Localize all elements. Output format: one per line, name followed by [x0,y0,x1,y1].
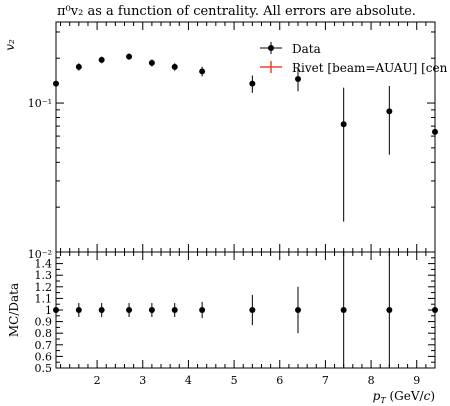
ratio-tick-label: 1.2 [35,281,53,294]
legend-data-marker [268,45,274,51]
ratio-point [171,307,178,313]
main-plot-frame [55,21,436,253]
ratio-point [295,307,302,313]
ratio-point [148,307,155,313]
data-point [75,63,82,70]
ratio-tick-label: 0.5 [35,362,53,375]
x-tick-label: 5 [231,374,238,387]
ratio-point [340,307,347,313]
data-point [340,121,347,128]
ratio-points [53,252,438,368]
ratio-point [249,307,256,313]
data-point [126,53,133,60]
x-tick-label: 2 [94,374,101,387]
data-point [199,68,206,75]
data-point [148,59,155,66]
ratio-point [98,307,105,313]
data-point [53,80,59,87]
data-point [249,80,256,87]
y-tick-label: 10⁻¹ [28,97,52,110]
ratio-tick-label: 0.8 [35,327,53,340]
ratio-y-axis-label: MC/Data [7,283,21,337]
data-point [98,56,105,63]
ratio-tick-label: 0.6 [35,350,53,363]
data-points [53,53,438,222]
ratio-point [199,307,206,313]
x-tick-label: 7 [322,374,329,387]
ratio-tick-label: 1.4 [35,258,53,271]
x-tick-label: 6 [276,374,283,387]
ratio-point [53,307,59,313]
data-point [171,63,178,70]
legend: Data Rivet [beam=AUAU] [cen [260,42,448,75]
ratio-tick-label: 1.3 [35,269,53,282]
data-point [432,128,438,135]
main-y-ticks: 10⁻¹ 10⁻² [28,31,435,261]
data-point [386,108,393,115]
y-tick-label: 10⁻² [28,248,52,261]
x-tick-label: 8 [368,374,375,387]
ratio-point [126,307,133,313]
ratio-tick-label: 0.7 [35,339,53,352]
ratio-point [75,307,82,313]
ratio-tick-label: 0.9 [35,316,53,329]
x-ticks: 2 3 4 5 6 7 8 9 [60,22,436,387]
legend-data-label: Data [292,42,321,56]
legend-rivet-label: Rivet [beam=AUAU] [cen [292,61,448,75]
x-axis-label: pT (GeV/c) [373,389,435,405]
ratio-plot-frame [55,251,436,369]
chart-title: π⁰v₂ as a function of centrality. All er… [57,4,416,19]
ratio-point [386,307,393,313]
ratio-tick-label: 1 [45,304,52,317]
y-axis-label: v₂ [3,39,17,51]
x-tick-label: 3 [139,374,146,387]
x-tick-label: 4 [185,374,192,387]
x-tick-label: 9 [413,374,420,387]
ratio-y-ticks: 0.50.60.70.80.911.11.21.31.4 [35,257,435,375]
ratio-tick-label: 1.1 [35,292,53,305]
ratio-point [432,307,438,313]
data-point [295,76,302,83]
